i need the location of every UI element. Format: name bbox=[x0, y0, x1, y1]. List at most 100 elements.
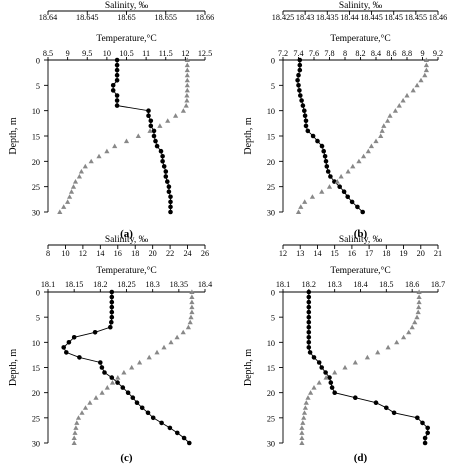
depth-tick-label: 10 bbox=[267, 339, 275, 348]
data-point-circle bbox=[321, 148, 327, 154]
temperature-tick-label: 7.8 bbox=[324, 49, 334, 58]
temperature-tick-label: 9.2 bbox=[433, 49, 443, 58]
data-point-triangle bbox=[180, 329, 186, 335]
data-point-circle bbox=[145, 410, 151, 416]
data-point-triangle bbox=[350, 163, 356, 169]
temperature-tick-label: 18.2 bbox=[302, 280, 316, 289]
data-point-circle bbox=[306, 304, 312, 310]
data-point-circle bbox=[328, 380, 334, 385]
salinity-tick-label: 14 bbox=[96, 249, 104, 258]
panel-c: Salinity, ‰ 8 10 12 14 16 18 20 22 24 26 Temperatur… bbox=[8, 235, 212, 464]
data-point-triangle bbox=[375, 349, 381, 355]
data-point-circle bbox=[319, 365, 325, 370]
salinity-tick-label: 10 bbox=[61, 249, 69, 258]
data-point-circle bbox=[114, 98, 120, 103]
data-point-triangle bbox=[299, 425, 305, 430]
data-point-triangle bbox=[342, 364, 348, 370]
salinity-profile-line bbox=[112, 60, 171, 212]
data-point-circle bbox=[306, 340, 312, 345]
temperature-tick-label: 9.5 bbox=[82, 49, 92, 58]
data-point-triangle bbox=[373, 138, 379, 144]
depth-axis-label: Depth, m bbox=[243, 117, 254, 154]
temperature-tick-label: 7.2 bbox=[278, 49, 288, 58]
data-point-triangle bbox=[72, 430, 78, 435]
temperature-tick-label: 8.8 bbox=[402, 49, 412, 58]
data-point-triangle bbox=[416, 304, 422, 310]
data-point-triangle bbox=[135, 133, 141, 138]
data-point-circle bbox=[311, 355, 317, 360]
data-point-circle bbox=[114, 103, 120, 108]
data-point-triangle bbox=[309, 194, 316, 199]
data-point-triangle bbox=[300, 420, 306, 425]
data-point-circle bbox=[99, 365, 105, 370]
temperature-axis-label: Temperature,°C bbox=[330, 265, 390, 276]
salinity-profile-line bbox=[297, 60, 364, 213]
panel-label: (c) bbox=[120, 452, 133, 464]
data-point-triangle bbox=[387, 113, 393, 118]
data-point-circle bbox=[146, 113, 151, 118]
data-point-circle bbox=[109, 375, 115, 380]
data-point-circle bbox=[168, 194, 173, 200]
depth-tick-label: 20 bbox=[32, 389, 40, 398]
data-point-circle bbox=[323, 159, 329, 164]
data-point-triangle bbox=[82, 405, 89, 410]
data-point-triangle bbox=[378, 133, 384, 138]
data-point-circle bbox=[296, 83, 301, 88]
data-point-circle bbox=[327, 375, 332, 380]
data-point-triangle bbox=[364, 354, 370, 360]
data-point-triangle bbox=[295, 209, 302, 214]
data-point-circle bbox=[316, 360, 322, 365]
data-point-triangle bbox=[188, 314, 194, 320]
data-point-triangle bbox=[401, 334, 407, 340]
temperature-tick-label: 18.15 bbox=[65, 280, 83, 289]
temperature-tick-label: 9 bbox=[420, 49, 424, 58]
data-point-triangle bbox=[174, 334, 180, 340]
salinity-tick-label: 19 bbox=[399, 249, 407, 258]
data-point-triangle bbox=[184, 97, 190, 103]
data-point-circle bbox=[384, 405, 389, 411]
data-point-triangle bbox=[112, 143, 118, 149]
temperature-tick-label: 18.4 bbox=[353, 280, 367, 289]
data-point-circle bbox=[306, 294, 312, 300]
temperature-tick-label: 8.5 bbox=[43, 49, 53, 58]
panel-label: (b) bbox=[354, 228, 368, 240]
data-point-circle bbox=[332, 390, 338, 396]
temperature-tick-label: 18.35 bbox=[170, 280, 188, 289]
salinity-tick-label: 18 bbox=[131, 249, 139, 258]
data-point-circle bbox=[61, 345, 66, 350]
temperature-tick-label: 18.1 bbox=[276, 280, 290, 289]
depth-tick-label: 5 bbox=[271, 82, 275, 91]
salinity-tick-label: 26 bbox=[201, 249, 209, 258]
data-point-circle bbox=[146, 108, 151, 113]
data-point-triangle bbox=[385, 344, 391, 350]
data-point-circle bbox=[125, 390, 131, 396]
data-point-triangle bbox=[302, 199, 308, 204]
data-point-circle bbox=[153, 138, 158, 144]
panel-a: Salinity, ‰ 18.64 18.645 18.65 18.655 18.66 Te… bbox=[8, 1, 214, 240]
salinity-tick-label: 18.64 bbox=[39, 13, 57, 22]
data-point-circle bbox=[322, 154, 328, 159]
temperature-axis-label: Temperature,°C bbox=[330, 33, 390, 44]
data-point-triangle bbox=[323, 375, 329, 380]
data-point-triangle bbox=[189, 299, 195, 305]
panel-label: (d) bbox=[354, 452, 368, 464]
data-point-circle bbox=[306, 319, 312, 325]
salinity-tick-label: 18.43 bbox=[296, 13, 314, 22]
data-point-circle bbox=[154, 143, 160, 149]
data-point-circle bbox=[139, 405, 145, 411]
data-point-circle bbox=[345, 194, 351, 200]
depth-tick-label: 25 bbox=[267, 183, 275, 192]
panel-b: Salinity, ‰18.425 18.43 18.435 18.44 18.445 1… bbox=[243, 1, 447, 240]
salinity-axis-label: Salinity, ‰ bbox=[339, 1, 383, 11]
salinity-tick-label: 18.445 bbox=[360, 13, 383, 22]
temperature-tick-label: 8.2 bbox=[355, 49, 365, 58]
data-point-triangle bbox=[301, 410, 308, 415]
data-point-triangle bbox=[115, 375, 121, 380]
data-point-triangle bbox=[412, 319, 418, 325]
data-point-circle bbox=[120, 385, 126, 390]
data-point-triangle bbox=[423, 57, 429, 62]
data-point-triangle bbox=[392, 108, 398, 113]
salinity-tick-label: 18.655 bbox=[154, 13, 177, 22]
data-point-circle bbox=[315, 138, 320, 144]
